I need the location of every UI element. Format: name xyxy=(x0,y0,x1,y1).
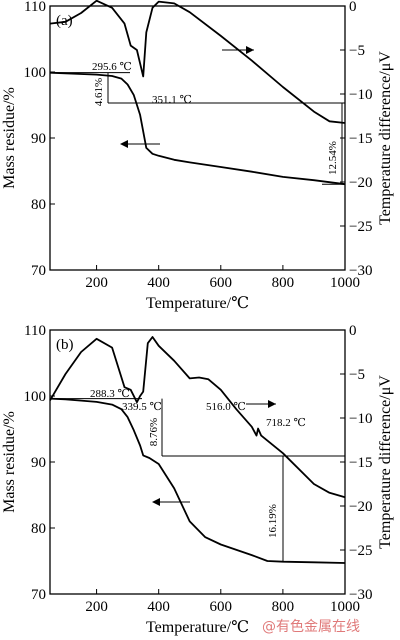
y-left-axis-title: Mass residue/% xyxy=(1,87,18,189)
annotation-label: 339.5 ℃ xyxy=(122,401,162,413)
panel-label: (b) xyxy=(56,337,74,353)
x-tick-label: 200 xyxy=(85,275,108,291)
y-right-tick-label: −15 xyxy=(349,131,372,147)
y-right-tick-label: −20 xyxy=(349,499,372,515)
y-right-tick-label: −15 xyxy=(349,455,372,471)
plot-frame xyxy=(49,329,346,595)
y-right-tick-label: 0 xyxy=(349,0,357,15)
y-right-tick-label: 0 xyxy=(349,323,357,339)
mass-residue-curve xyxy=(49,397,346,564)
y-left-tick-label: 80 xyxy=(31,197,46,213)
y-left-tick-label: 90 xyxy=(31,131,46,147)
annotation-label: 351.1 ℃ xyxy=(152,94,192,106)
y-left-tick-label: 70 xyxy=(31,263,46,279)
y-left-axis-title: Mass residue/% xyxy=(1,411,18,513)
y-right-tick-label: −25 xyxy=(349,543,372,559)
plot-frame xyxy=(49,5,346,271)
temperature-difference-curve xyxy=(49,336,346,499)
mass-residue-curve xyxy=(49,71,346,186)
x-axis-title: Temperature/℃ xyxy=(146,295,249,312)
y-right-tick-label: −5 xyxy=(349,367,365,383)
temperature-difference-curve xyxy=(49,0,346,124)
x-tick-label: 400 xyxy=(147,275,170,291)
x-axis-title: Temperature/℃ xyxy=(146,619,249,636)
right-axis-arrowhead xyxy=(246,46,254,54)
annotation-label: 288.3 ℃ xyxy=(90,388,130,400)
annotation-label: 8.76% xyxy=(148,418,160,446)
y-right-tick-label: −25 xyxy=(349,219,372,235)
annotation-label: 16.19% xyxy=(267,504,279,538)
annotation-label: 516.0 ℃ xyxy=(206,401,246,413)
x-tick-label: 600 xyxy=(210,599,233,615)
y-left-tick-label: 100 xyxy=(24,65,47,81)
y-right-axis-title: Temperature difference/μV xyxy=(377,51,394,225)
x-tick-label: 800 xyxy=(272,275,295,291)
annotation-label: 12.54% xyxy=(327,141,339,175)
y-left-tick-label: 70 xyxy=(31,587,46,603)
panel-b: 200 400 600 800 1000 70 80 90 100 110 0 −5 −10 −15 −20… xyxy=(1,323,394,636)
left-axis-arrowhead xyxy=(152,498,160,506)
y-left-tick-label: 100 xyxy=(24,389,47,405)
y-left-tick-label: 110 xyxy=(24,323,46,339)
y-left-tick-label: 110 xyxy=(24,0,46,15)
annotation-label: 4.61% xyxy=(93,78,105,106)
watermark: @有色金属在线 xyxy=(262,619,360,635)
x-tick-label: 800 xyxy=(272,599,295,615)
right-axis-arrowhead xyxy=(268,400,276,408)
y-left-tick-label: 80 xyxy=(31,521,46,537)
panel-a: 200 400 600 800 1000 70 80 90 100 110 0 −5 −10 −15 −20… xyxy=(1,0,394,312)
y-right-axis-title: Temperature difference/μV xyxy=(377,375,394,549)
y-right-tick-label: −10 xyxy=(349,87,372,103)
y-right-tick-label: −20 xyxy=(349,175,372,191)
x-tick-label: 200 xyxy=(85,599,108,615)
y-right-tick-label: −30 xyxy=(349,263,372,279)
annotation-label: 295.6 ℃ xyxy=(92,61,132,73)
y-left-tick-label: 90 xyxy=(31,455,46,471)
x-tick-label: 600 xyxy=(210,275,233,291)
annotation-label: 718.2 ℃ xyxy=(266,417,306,429)
y-right-tick-label: −5 xyxy=(349,43,365,59)
panel-label: (a) xyxy=(56,13,73,29)
x-tick-label: 1000 xyxy=(330,599,360,615)
y-right-tick-label: −10 xyxy=(349,411,372,427)
x-tick-label: 400 xyxy=(147,599,170,615)
y-right-tick-label: −30 xyxy=(349,587,372,603)
x-tick-label: 1000 xyxy=(330,275,360,291)
left-axis-arrowhead xyxy=(120,140,128,148)
